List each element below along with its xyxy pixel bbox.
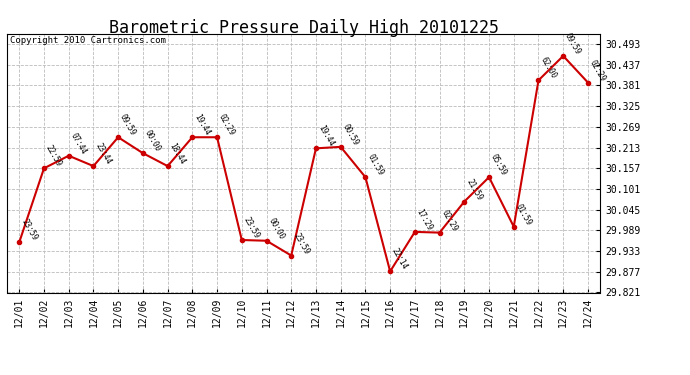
Text: 02:29: 02:29 [217,113,237,137]
Text: 17:29: 17:29 [415,207,434,232]
Text: 19:44: 19:44 [193,113,212,137]
Text: 09:59: 09:59 [118,113,137,137]
Text: 22:14: 22:14 [390,247,409,272]
Text: 00:00: 00:00 [143,129,162,153]
Text: 05:59: 05:59 [489,153,509,177]
Text: 22:59: 22:59 [44,144,63,168]
Text: 23:59: 23:59 [291,231,310,255]
Text: 07:44: 07:44 [69,131,88,156]
Text: 21:59: 21:59 [464,177,484,202]
Text: 01:59: 01:59 [366,153,385,177]
Text: 01:59: 01:59 [514,202,533,227]
Text: 62:00: 62:00 [538,56,558,80]
Text: 00:00: 00:00 [266,216,286,241]
Text: 09:59: 09:59 [563,32,582,56]
Text: Barometric Pressure Daily High 20101225: Barometric Pressure Daily High 20101225 [108,19,499,37]
Text: 02:29: 02:29 [440,208,459,232]
Text: 19:44: 19:44 [316,124,335,148]
Text: 02:29: 02:29 [588,58,607,82]
Text: 18:44: 18:44 [168,141,187,166]
Text: 23:44: 23:44 [93,141,112,166]
Text: 23:59: 23:59 [241,216,261,240]
Text: 00:59: 00:59 [341,122,360,147]
Text: 23:59: 23:59 [19,218,39,242]
Text: Copyright 2010 Cartronics.com: Copyright 2010 Cartronics.com [10,36,166,45]
